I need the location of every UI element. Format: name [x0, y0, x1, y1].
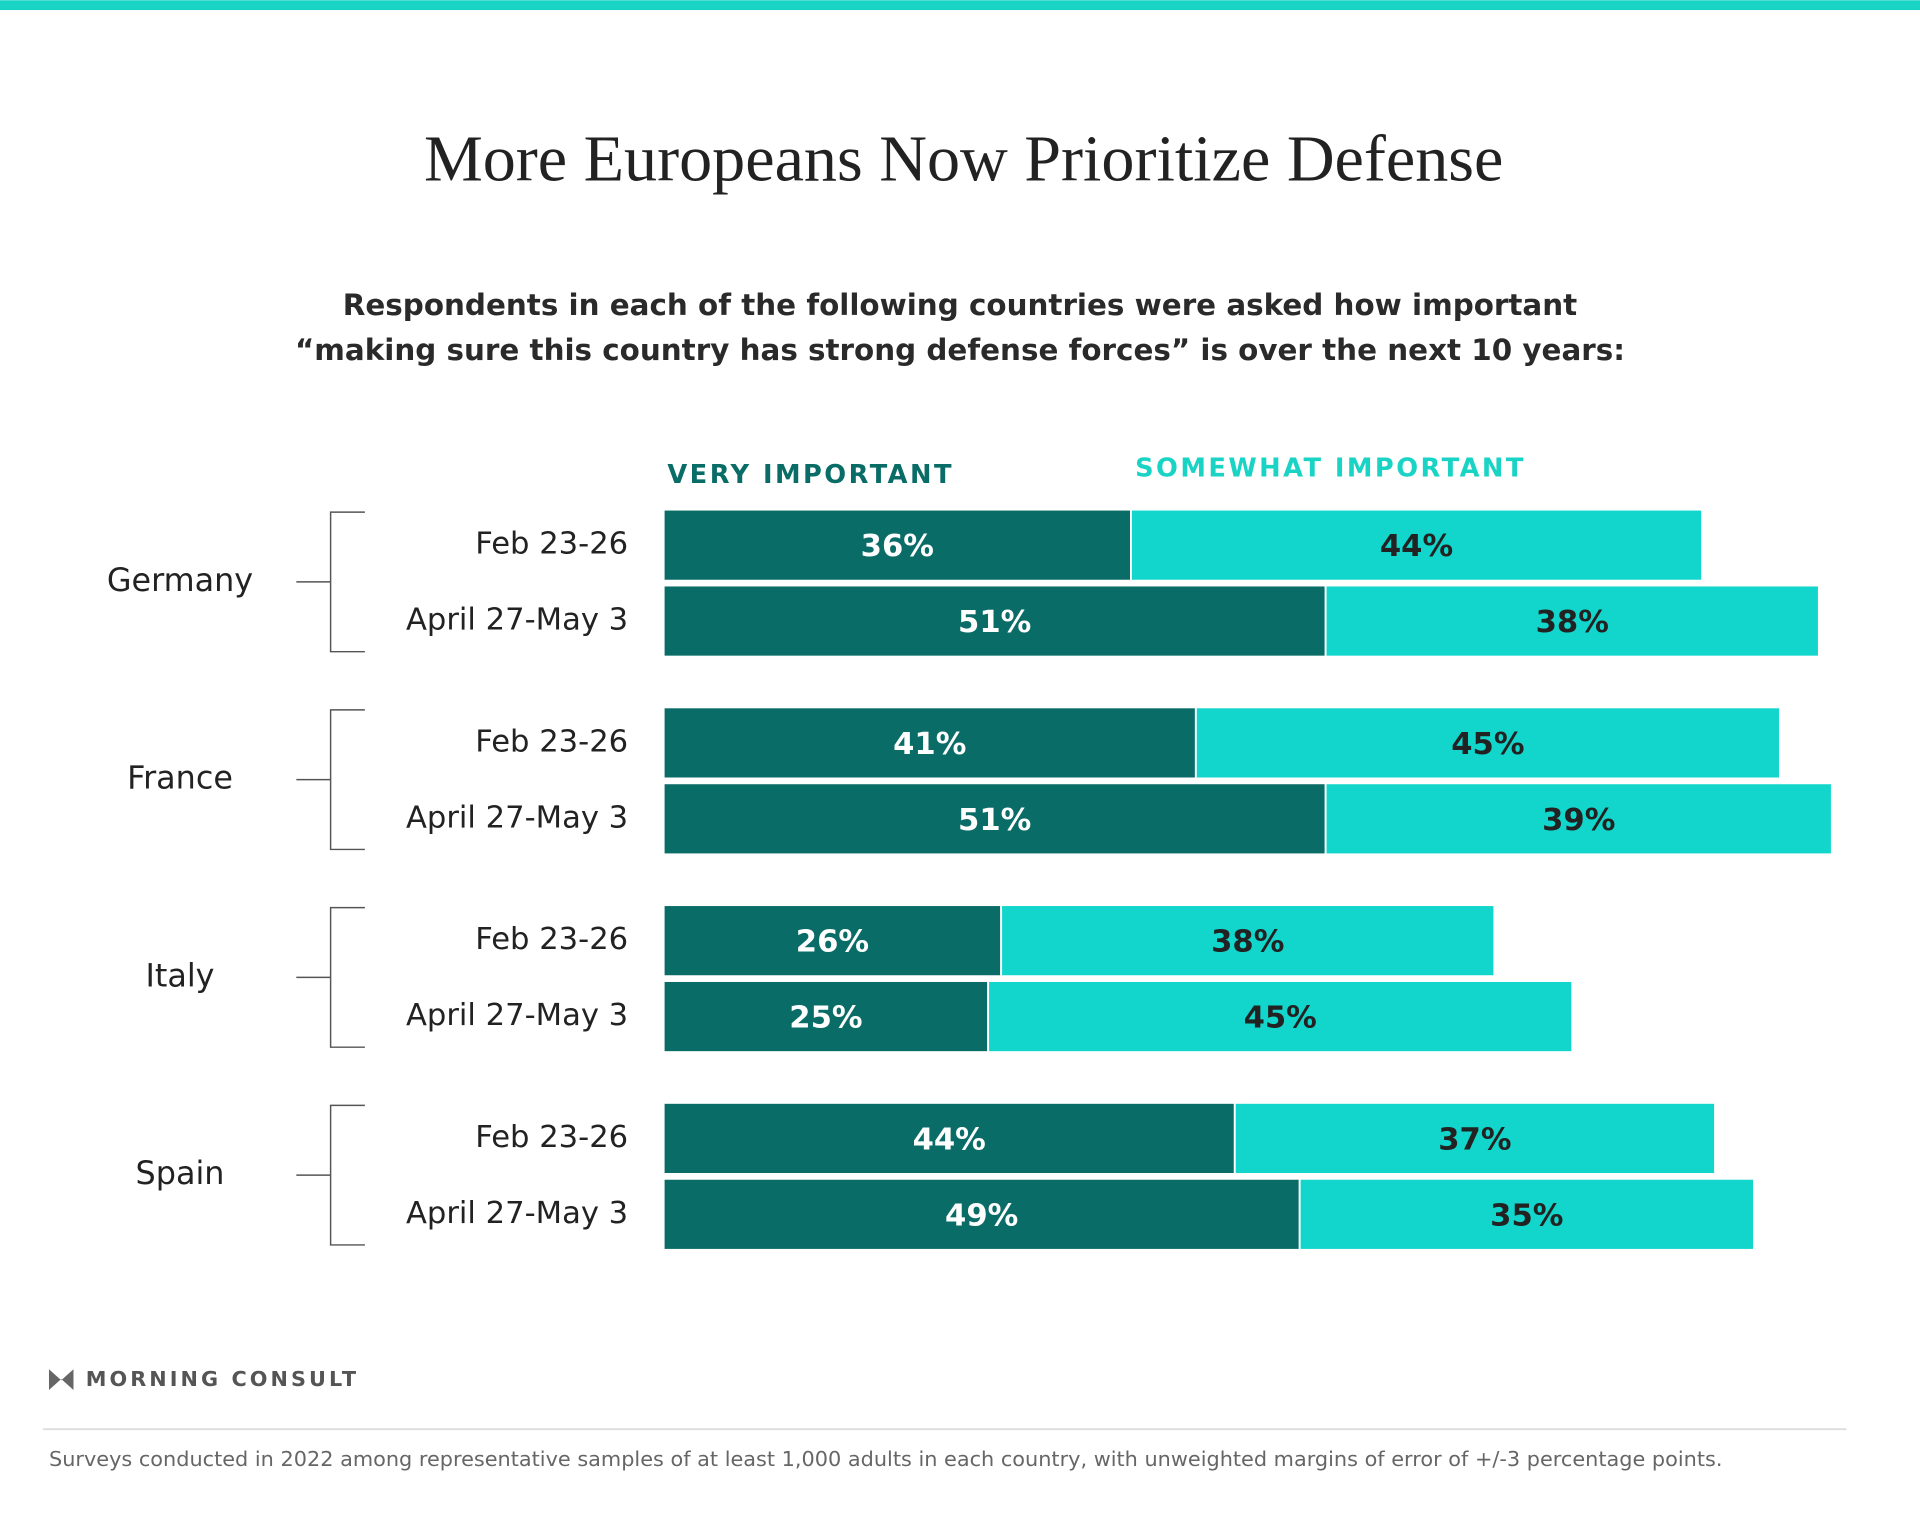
brand: MORNING CONSULT — [86, 1367, 359, 1391]
value-label: 45% — [1244, 1001, 1317, 1036]
bar-segment — [662, 584, 1327, 658]
subtitle: “making sure this country has strong def… — [295, 333, 1625, 367]
row-label: Feb 23-26 — [475, 1120, 628, 1155]
value-label: 44% — [1380, 529, 1453, 564]
group-bracket — [296, 709, 365, 851]
top-stripe — [0, 0, 1920, 11]
group-label: Spain — [136, 1154, 225, 1192]
value-label: 51% — [958, 803, 1031, 838]
group-label: Italy — [145, 956, 214, 994]
row-label: Feb 23-26 — [475, 527, 628, 562]
brand-logo — [48, 1369, 74, 1391]
row-label: Feb 23-26 — [475, 724, 628, 759]
subtitle: Respondents in each of the following cou… — [343, 288, 1577, 322]
footnote-box: Surveys conducted in 2022 among represen… — [48, 1447, 1723, 1473]
bar-segment — [662, 904, 1003, 978]
bar-segment — [1194, 706, 1781, 780]
footnote: Surveys conducted in 2022 among represen… — [48, 1447, 1723, 1473]
bar-segment — [662, 1101, 1236, 1175]
legend-label: SOMEWHAT IMPORTANT — [1135, 454, 1526, 484]
value-label: 38% — [1211, 925, 1284, 960]
value-label: 49% — [945, 1198, 1018, 1233]
bar-segment — [662, 1177, 1301, 1251]
value-label: 44% — [913, 1122, 986, 1157]
value-label: 36% — [861, 529, 934, 564]
value-label: 41% — [893, 727, 966, 762]
value-label: 26% — [796, 925, 869, 960]
bar-segment — [1000, 904, 1496, 978]
group-label: France — [127, 759, 233, 797]
value-label: 51% — [958, 605, 1031, 640]
bar-segment — [987, 980, 1574, 1053]
bar-segment — [1130, 508, 1703, 582]
value-label: 37% — [1438, 1122, 1511, 1157]
legend-label: VERY IMPORTANT — [667, 460, 954, 490]
row-label: Feb 23-26 — [475, 922, 628, 957]
row-label: April 27-May 3 — [406, 1196, 628, 1231]
group-bracket — [296, 1104, 365, 1246]
value-label: 25% — [789, 1001, 862, 1036]
bar-segment — [1324, 584, 1820, 658]
row-label: April 27-May 3 — [406, 998, 628, 1033]
value-label: 39% — [1542, 803, 1615, 838]
bar-segment — [662, 980, 990, 1053]
chart-title: More Europeans Now Prioritize Defense — [424, 123, 1503, 196]
group-bracket — [296, 906, 365, 1048]
value-label: 35% — [1490, 1198, 1563, 1233]
group-label: Germany — [107, 561, 253, 599]
bar-segment — [1298, 1177, 1755, 1251]
bar-segment — [1233, 1101, 1716, 1175]
row-label: April 27-May 3 — [406, 603, 628, 638]
bar-segment — [1324, 782, 1833, 856]
value-label: 38% — [1536, 605, 1609, 640]
row-label: April 27-May 3 — [406, 800, 628, 835]
value-label: 45% — [1451, 727, 1524, 762]
group-bracket — [296, 511, 365, 653]
